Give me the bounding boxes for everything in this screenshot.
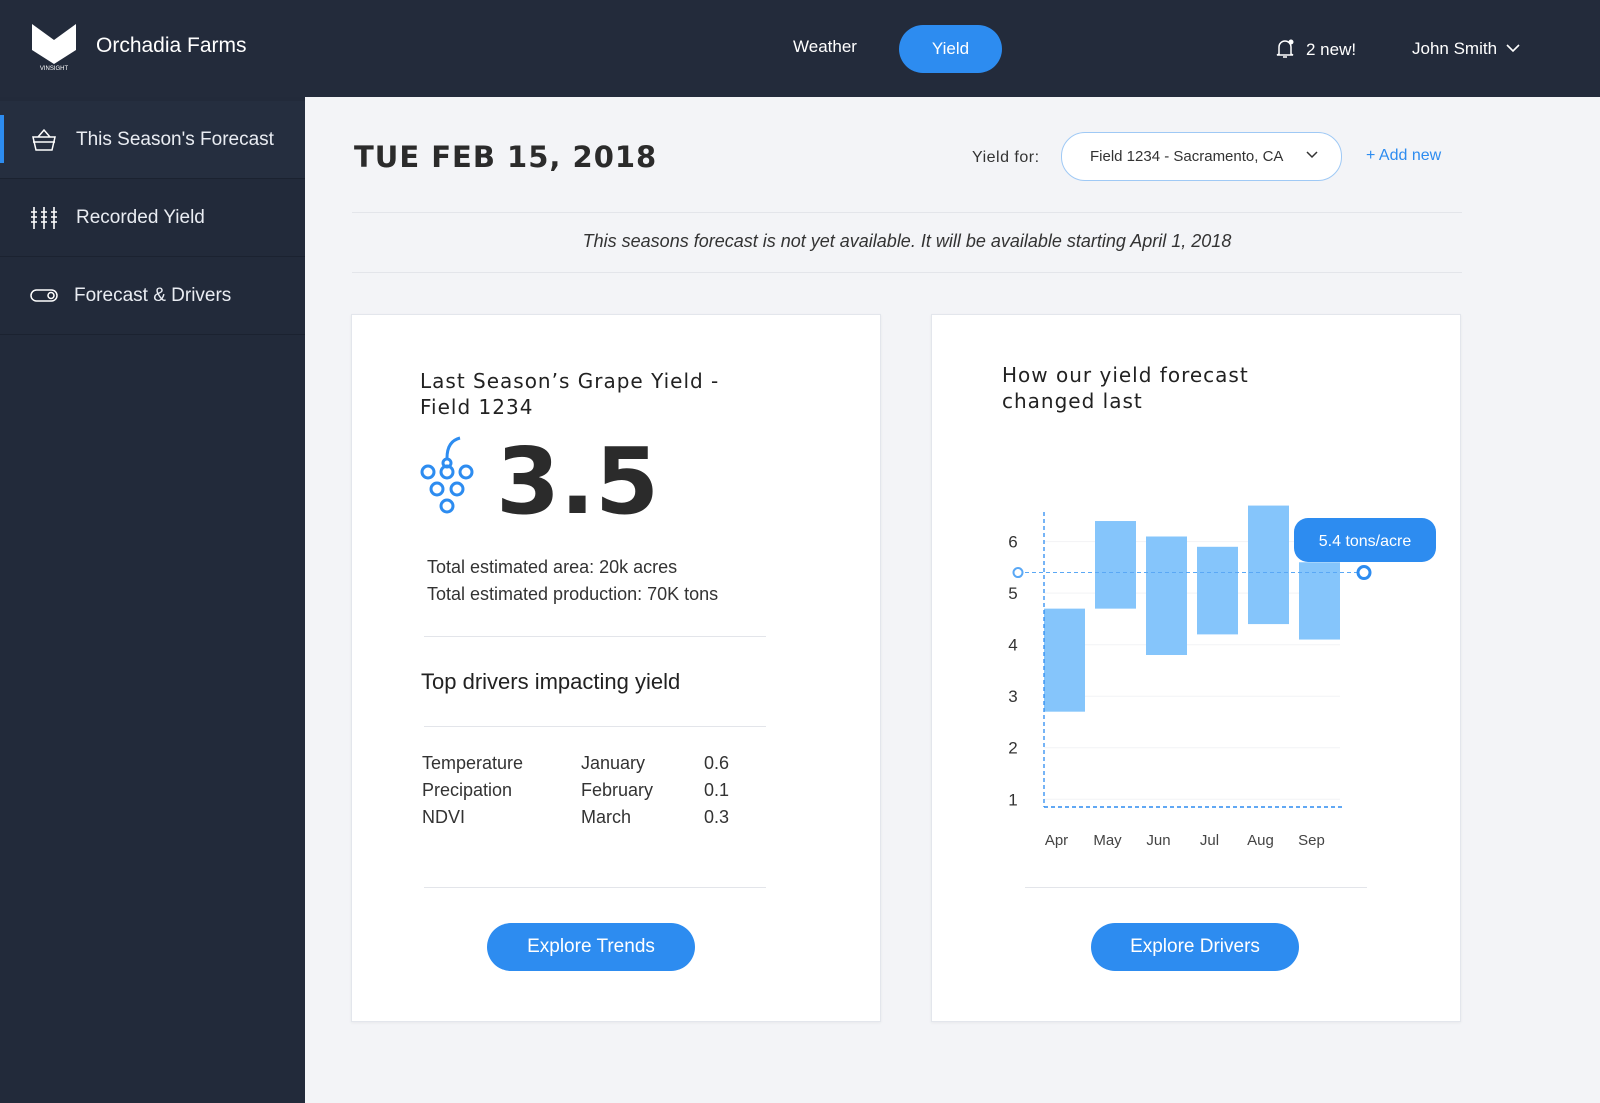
nav-item[interactable]: Forecast & Drivers [0,257,305,335]
bar [1197,546,1238,635]
field-select-text: Field 1234 - Sacramento, CA [1090,148,1284,165]
y-tick-label: 4 [1008,636,1017,655]
tab[interactable]: Weather [793,37,857,56]
y-tick-label: 3 [1008,687,1017,706]
notice: This seasons forecast is not yet availab… [582,231,1232,251]
button[interactable]: Explore Drivers [1091,923,1299,971]
driver-cell: 0.1 [704,780,730,800]
driver-cell: January [581,753,646,773]
nav-item[interactable]: Recorded Yield [0,179,305,257]
driver-cell: 0.6 [704,753,730,773]
x-tick-label: Apr [1045,832,1068,849]
top-bar: VINSIGHT Orchadia Farms Weather Yield 2 … [0,0,1600,97]
x-tick-label: Sep [1298,832,1325,849]
forecast-card [931,314,1461,1022]
y-tick-label: 2 [1008,739,1017,758]
reference-point [1356,565,1372,581]
divider [352,212,1462,213]
x-tick-label: Jul [1200,832,1219,849]
date: TUE FEB 15, 2018 [354,140,658,174]
sidebar: This Season's Forecast Recorded Yield Fo… [0,97,305,1103]
field-select[interactable]: Field 1234 - Sacramento, CA [1061,132,1342,181]
bar [1299,562,1340,640]
grape-icon [420,436,474,514]
nav-item[interactable]: This Season's Forecast [0,101,305,179]
yield-card [351,314,881,1022]
logo-text: VINSIGHT [40,66,69,72]
logo: VINSIGHT [32,24,76,72]
bar [1044,608,1085,712]
bar [1146,536,1187,655]
notifications[interactable]: 2 new! [1306,40,1357,59]
y-tick-label: 6 [1008,533,1017,552]
y-tick-label: 1 [1008,790,1017,809]
driver-cell: NDVI [422,807,466,827]
reference-point [1012,567,1024,579]
bell-icon[interactable] [1275,38,1297,60]
nav-label: This Season's Forecast [76,129,274,150]
divider [1025,887,1367,888]
nav-label: Forecast & Drivers [74,285,232,306]
chart: 1 2 3 4 5 6 Apr May Jun Jul Aug Sep 5.4 tons/acre [1008,505,1436,849]
x-tick-label: Jun [1146,832,1170,849]
driver-cell: Temperature [422,753,524,773]
tooltip [1294,518,1436,562]
bar [1095,521,1136,609]
button[interactable]: Explore Trends [487,923,695,971]
y-tick-label: 5 [1008,584,1017,603]
yield-value: 3.5 [496,428,659,535]
x-tick-label: Aug [1247,832,1274,849]
area: Total estimated area: 20k acres [427,557,678,577]
divider [424,726,766,727]
chevron[interactable] [1505,42,1521,54]
divider [424,636,766,637]
driver-cell: February [581,780,654,800]
user-name[interactable]: John Smith [1412,39,1498,58]
card-title: How our yield forecast changed last [1002,363,1249,413]
drivers-table: Temperature January 0.6 Precipation February… [422,753,762,843]
tab-active[interactable]: Yield [899,25,1002,73]
divider [424,887,766,888]
add-new[interactable]: + Add new [1366,147,1442,164]
tooltip-label: 5.4 tons/acre [1319,533,1412,550]
card-title: Last Season’s Grape Yield - Field 1234 [420,369,720,419]
bar [1248,505,1289,625]
brand: Orchadia Farms [96,34,247,57]
driver-cell: 0.3 [704,807,730,827]
divider [352,272,1462,273]
driver-cell: March [581,807,632,827]
production: Total estimated production: 70K tons [427,584,719,604]
drivers-title: Top drivers impacting yield [421,669,681,694]
yield-for-label: Yield for: [972,149,1040,166]
nav-label: Recorded Yield [76,207,205,228]
x-tick-label: May [1093,832,1122,849]
driver-cell: Precipation [422,780,513,800]
